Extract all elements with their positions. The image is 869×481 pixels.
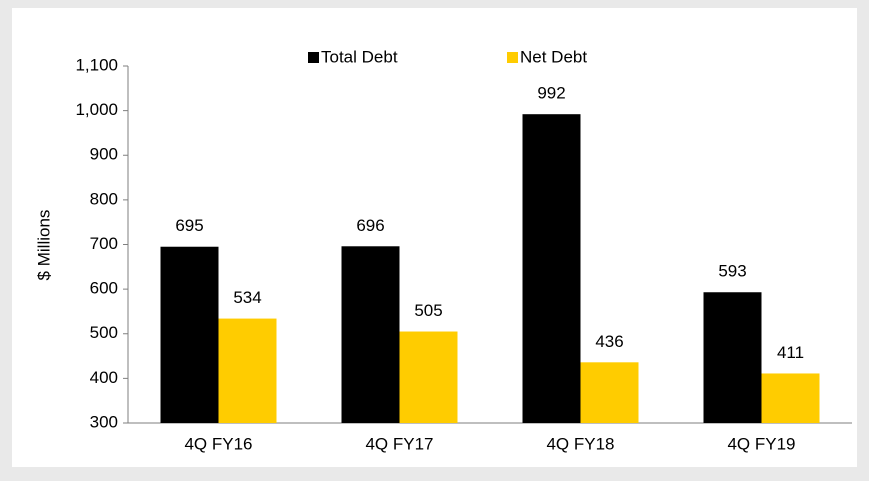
data-label: 411 <box>777 343 804 362</box>
x-tick-label: 4Q FY17 <box>365 434 433 453</box>
x-tick-label: 4Q FY18 <box>546 434 614 453</box>
data-label: 505 <box>414 301 442 320</box>
bar <box>522 114 581 423</box>
bar <box>761 373 820 423</box>
bar <box>580 362 639 423</box>
data-label: 695 <box>175 216 203 235</box>
y-tick-label: 400 <box>90 368 118 387</box>
legend-label: Net Debt <box>520 47 587 66</box>
y-tick-label: 600 <box>90 279 118 298</box>
bar <box>160 246 219 423</box>
y-tick-label: 500 <box>90 323 118 342</box>
data-label: 436 <box>595 332 623 351</box>
y-axis-label: $ Millions <box>34 210 53 281</box>
data-label: 992 <box>537 84 565 103</box>
bar <box>218 318 277 423</box>
y-tick-label: 700 <box>90 234 118 253</box>
bar <box>703 292 762 423</box>
y-tick-label: 1,100 <box>75 55 118 74</box>
legend-label: Total Debt <box>321 47 398 66</box>
data-label: 696 <box>356 216 384 235</box>
y-tick-label: 800 <box>90 189 118 208</box>
legend-swatch <box>507 52 518 63</box>
y-tick-label: 300 <box>90 412 118 431</box>
bar <box>341 246 400 423</box>
x-tick-label: 4Q FY19 <box>727 434 795 453</box>
y-tick-label: 900 <box>90 145 118 164</box>
legend-swatch <box>308 52 319 63</box>
data-label: 593 <box>718 262 746 281</box>
bar <box>399 331 458 423</box>
x-tick-label: 4Q FY16 <box>184 434 252 453</box>
data-label: 534 <box>233 288 261 307</box>
y-tick-label: 1,000 <box>75 100 118 119</box>
